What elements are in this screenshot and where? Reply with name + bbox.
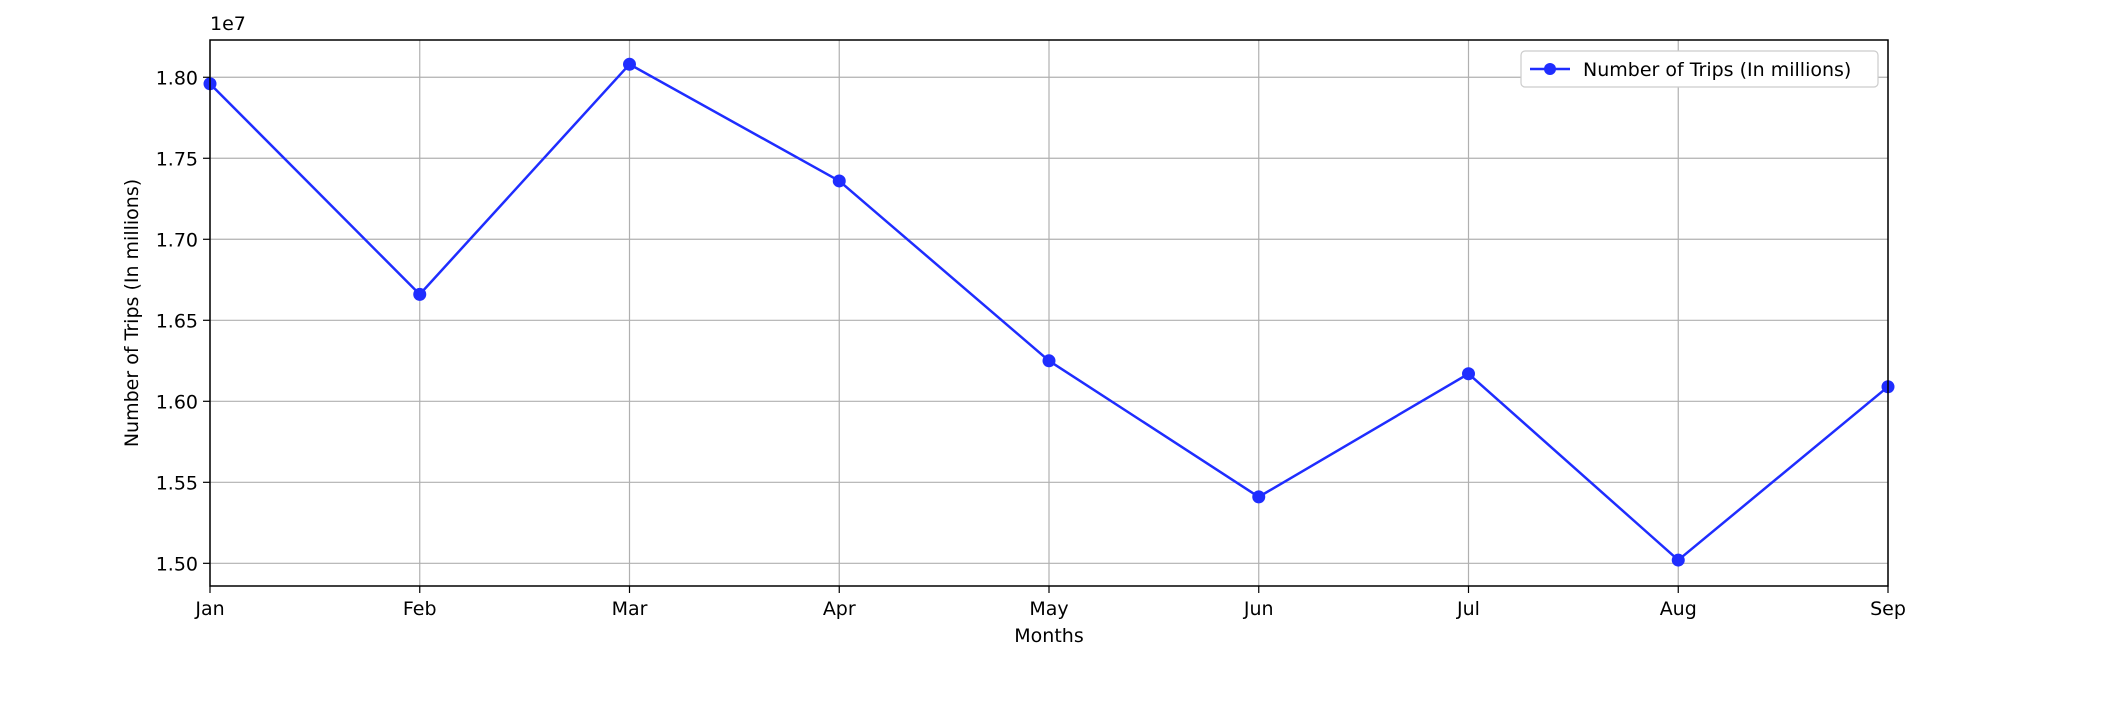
y-axis-offset-label: 1e7 (210, 13, 246, 35)
data-point-aug (1671, 553, 1685, 567)
y-tick-label: 1.50 (156, 553, 198, 575)
x-tick-label: May (1029, 598, 1068, 620)
legend-box (1520, 50, 1879, 88)
data-point-feb (413, 287, 427, 301)
x-tick-label: Jun (1243, 598, 1274, 620)
y-axis-title: Number of Trips (In millions) (121, 179, 143, 447)
legend-marker-swatch (1544, 63, 1556, 75)
y-tick-label: 1.60 (156, 391, 198, 413)
legend-entry-label: Number of Trips (In millions) (1583, 59, 1851, 81)
x-tick-label: Apr (823, 598, 856, 620)
y-tick-label: 1.65 (156, 310, 198, 332)
data-point-apr (832, 174, 846, 188)
x-axis-ticks: Jan Feb Mar Apr May Jun Jul Aug Sep (194, 586, 1906, 620)
legend: Number of Trips (In millions) (1520, 50, 1879, 88)
grid-lines (209, 40, 1889, 586)
data-point-jul (1462, 367, 1475, 381)
x-tick-label: Jan (194, 598, 224, 620)
y-tick-label: 1.75 (156, 148, 198, 170)
y-tick-label: 1.55 (156, 472, 198, 494)
x-tick-label: Feb (403, 598, 437, 620)
data-point-jun (1252, 490, 1266, 504)
x-axis-title: Months (1014, 625, 1083, 647)
data-point-mar (623, 57, 636, 71)
x-tick-label: Sep (1870, 598, 1906, 620)
y-tick-label: 1.70 (156, 229, 198, 251)
y-axis-ticks: 1.50 1.55 1.60 1.65 1.70 1.75 1.80 (156, 67, 210, 575)
y-tick-label: 1.80 (156, 67, 198, 89)
x-tick-label: Aug (1660, 598, 1697, 620)
x-tick-label: Jul (1456, 598, 1480, 620)
x-tick-label: Mar (612, 598, 648, 620)
data-point-may (1042, 354, 1056, 368)
